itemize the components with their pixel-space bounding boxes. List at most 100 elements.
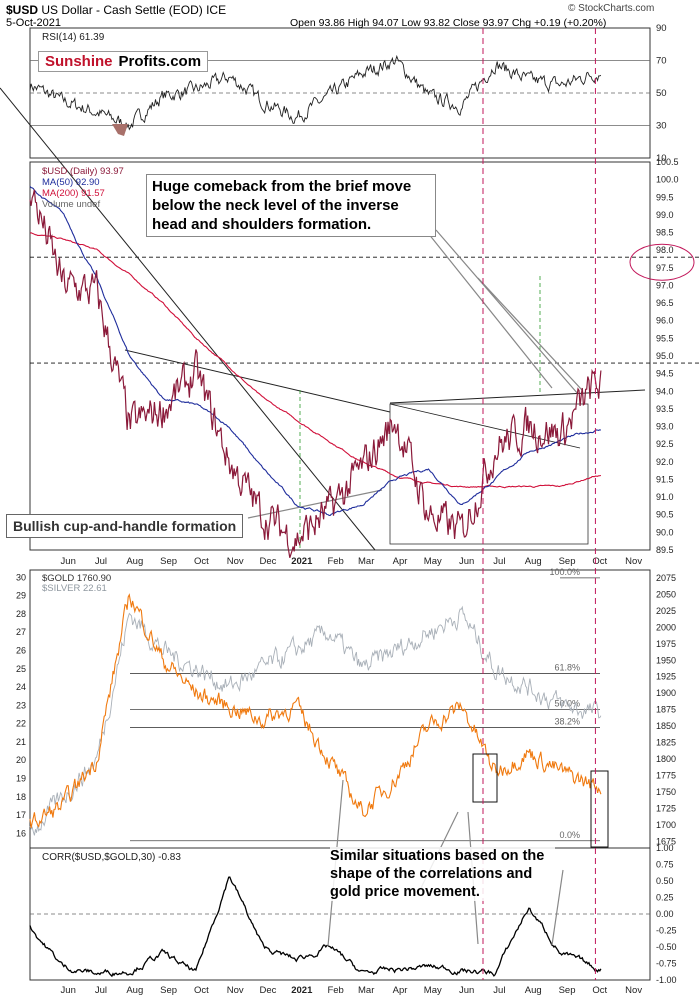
corr-xlabel-4: Oct bbox=[194, 985, 209, 996]
gs-left-tick-28: 28 bbox=[16, 609, 26, 619]
corr-xlabel-13: Jul bbox=[493, 985, 505, 996]
gs-left-tick-22: 22 bbox=[16, 719, 26, 729]
gs-legend-1: $SILVER 22.61 bbox=[42, 583, 107, 594]
usd-target-ellipse bbox=[629, 243, 695, 281]
usd-xlabel-7: 2021 bbox=[291, 556, 313, 567]
gs-left-tick-24: 24 bbox=[16, 682, 26, 692]
usd-tick-90.5: 90.5 bbox=[656, 510, 674, 520]
usd-xlabel-4: Oct bbox=[194, 556, 209, 567]
gs-right-tick-1800: 1800 bbox=[656, 754, 676, 764]
gs-left-tick-16: 16 bbox=[16, 828, 26, 838]
corr-xlabel-2: Aug bbox=[126, 985, 143, 996]
gs-left-tick-21: 21 bbox=[16, 737, 26, 747]
corr-tick-1: 1.00 bbox=[656, 843, 674, 853]
corr-xlabel-11: May bbox=[424, 985, 442, 996]
usd-tick-95.5: 95.5 bbox=[656, 333, 674, 343]
copyright: © StockCharts.com bbox=[568, 3, 655, 14]
gs-right-tick-2075: 2075 bbox=[656, 573, 676, 583]
rsi-tick-90: 90 bbox=[656, 23, 667, 34]
gs-gold-line bbox=[29, 593, 602, 829]
corr-xlabel-1: Jul bbox=[95, 985, 107, 996]
usd-tick-95: 95.0 bbox=[656, 351, 674, 361]
usd-legend-0: $USD (Daily) 93.97 bbox=[42, 166, 124, 177]
usd-xlabel-15: Sep bbox=[559, 556, 576, 567]
usd-tick-100: 100.0 bbox=[656, 175, 679, 185]
gs-right-tick-2000: 2000 bbox=[656, 622, 676, 632]
usd-xlabel-11: May bbox=[424, 556, 442, 567]
usd-tick-92: 92.0 bbox=[656, 457, 674, 467]
gs-silver-line bbox=[29, 605, 602, 836]
corr-xlabel-16: Oct bbox=[592, 985, 607, 996]
gs-right-tick-1900: 1900 bbox=[656, 688, 676, 698]
corr-xlabel-15: Sep bbox=[559, 985, 576, 996]
usd-xlabel-17: Nov bbox=[625, 556, 642, 567]
corr-title: CORR($USD,$GOLD,30) -0.83 bbox=[42, 852, 181, 863]
gs-left-tick-23: 23 bbox=[16, 700, 26, 710]
gs-right-tick-1875: 1875 bbox=[656, 705, 676, 715]
corr-tick--0.75: -0.75 bbox=[656, 959, 677, 969]
corr-xlabel-10: Apr bbox=[393, 985, 408, 996]
gs-fib-label-1: 61.8% bbox=[554, 662, 580, 672]
corr-tick--1: -1.00 bbox=[656, 975, 677, 985]
corr-xlabel-7: 2021 bbox=[291, 985, 313, 996]
gs-right-tick-1750: 1750 bbox=[656, 787, 676, 797]
ohlc-readout: Open 93.86 High 94.07 Low 93.82 Close 93… bbox=[290, 17, 607, 29]
gs-left-tick-26: 26 bbox=[16, 645, 26, 655]
usd-xlabel-9: Mar bbox=[358, 556, 374, 567]
cup-handle-note: Bullish cup-and-handle formation bbox=[6, 514, 244, 538]
usd-note-pointers bbox=[423, 227, 583, 395]
gs-legend-0: $GOLD 1760.90 bbox=[42, 573, 111, 584]
gs-right-tick-1825: 1825 bbox=[656, 738, 676, 748]
usd-tick-89.5: 89.5 bbox=[656, 545, 674, 555]
gs-right-tick-1725: 1725 bbox=[656, 803, 676, 813]
usd-tick-92.5: 92.5 bbox=[656, 439, 674, 449]
usd-tick-100.5: 100.5 bbox=[656, 157, 679, 167]
corr-xlabel-9: Mar bbox=[358, 985, 374, 996]
corr-tick-0.25: 0.25 bbox=[656, 893, 674, 903]
rsi-tick-70: 70 bbox=[656, 56, 667, 67]
rsi-oversold-fill bbox=[112, 124, 128, 136]
corr-xlabel-8: Feb bbox=[327, 985, 343, 996]
gs-right-tick-1950: 1950 bbox=[656, 655, 676, 665]
corr-xlabel-12: Jun bbox=[459, 985, 474, 996]
corr-xlabel-17: Nov bbox=[625, 985, 642, 996]
usd-xlabel-3: Sep bbox=[160, 556, 177, 567]
usd-tick-96: 96.0 bbox=[656, 316, 674, 326]
usd-xlabel-13: Jul bbox=[493, 556, 505, 567]
gs-left-tick-20: 20 bbox=[16, 755, 26, 765]
corr-tick--0.5: -0.50 bbox=[656, 942, 677, 952]
usd-tick-94.5: 94.5 bbox=[656, 369, 674, 379]
usd-tick-94: 94.0 bbox=[656, 386, 674, 396]
usd-tick-99.5: 99.5 bbox=[656, 192, 674, 202]
gs-right-tick-1775: 1775 bbox=[656, 771, 676, 781]
usd-tick-98: 98.0 bbox=[656, 245, 674, 255]
panel-frame-usd bbox=[29, 161, 651, 551]
usd-legend-2: MA(200) 91.57 bbox=[42, 188, 105, 199]
usd-ma200-line bbox=[29, 232, 601, 489]
gs-left-tick-19: 19 bbox=[16, 774, 26, 784]
gs-right-tick-2025: 2025 bbox=[656, 606, 676, 616]
chart-date: 5-Oct-2021 bbox=[6, 17, 62, 29]
usd-neckline-right bbox=[389, 389, 646, 404]
gs-left-tick-18: 18 bbox=[16, 792, 26, 802]
gs-left-tick-29: 29 bbox=[16, 591, 26, 601]
gs-fib-label-4: 0.0% bbox=[559, 830, 580, 840]
usd-tick-91: 91.0 bbox=[656, 492, 674, 502]
usd-tick-99: 99.0 bbox=[656, 210, 674, 220]
usd-xlabel-6: Dec bbox=[260, 556, 277, 567]
usd-ma50-line bbox=[29, 186, 602, 516]
gs-right-tick-1675: 1675 bbox=[656, 836, 676, 846]
usd-tick-93: 93.0 bbox=[656, 422, 674, 432]
corr-tick-0.75: 0.75 bbox=[656, 860, 674, 870]
symbol: $USD bbox=[6, 3, 39, 17]
rsi-tick-10: 10 bbox=[656, 153, 667, 164]
chart-header: $USD US Dollar - Cash Settle (EOD) ICE bbox=[6, 3, 226, 17]
usd-tick-90: 90.0 bbox=[656, 527, 674, 537]
neckline-note: Huge comeback from the brief move below … bbox=[146, 174, 436, 237]
gs-fib-label-0: 100.0% bbox=[549, 567, 580, 577]
panel-frame-gs bbox=[29, 569, 651, 849]
usd-xlabel-8: Feb bbox=[327, 556, 343, 567]
usd-xlabel-10: Apr bbox=[393, 556, 408, 567]
usd-tick-91.5: 91.5 bbox=[656, 474, 674, 484]
